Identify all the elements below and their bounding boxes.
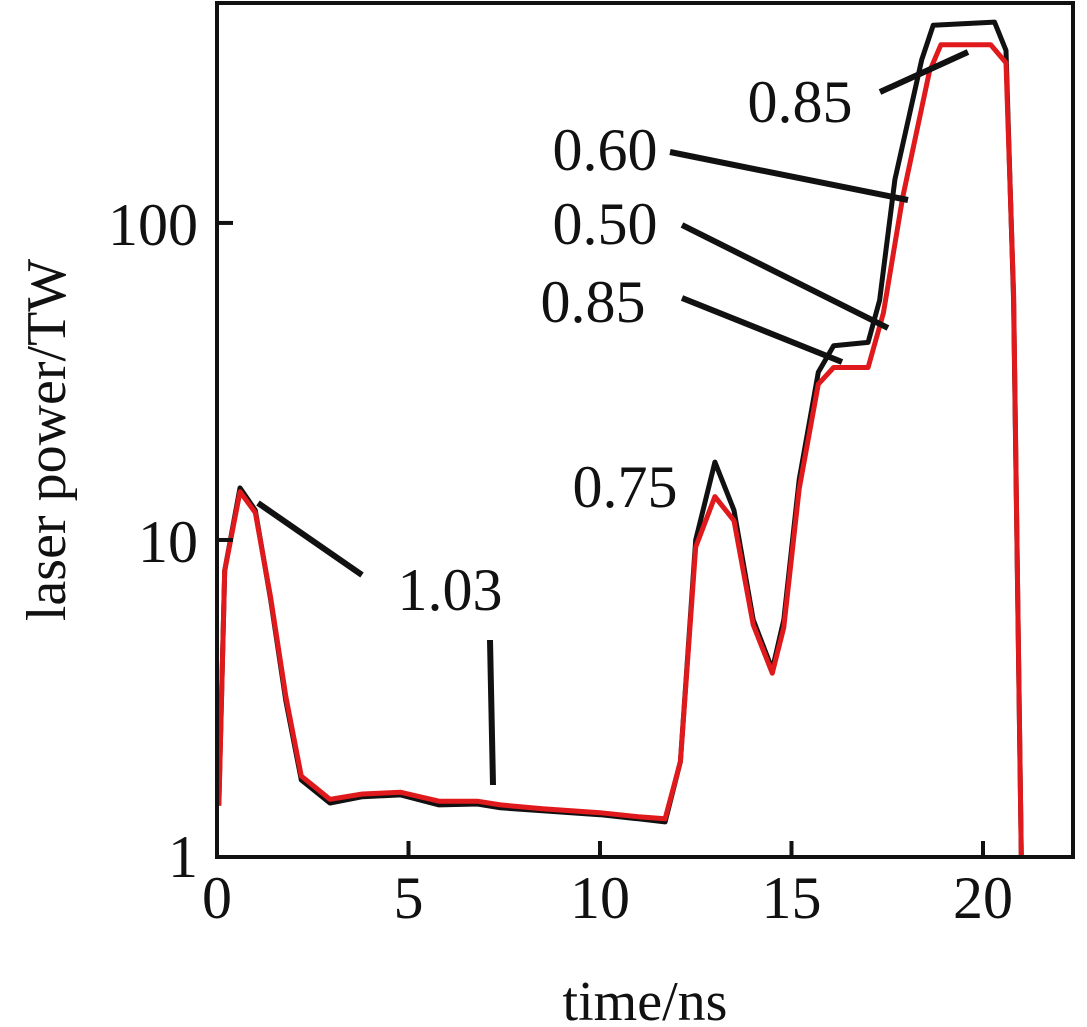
plot-frame: [215, 1, 1075, 859]
annotation-label: 0.75: [573, 454, 678, 520]
y-tick-label: 1: [168, 824, 198, 890]
x-tick-label: 15: [761, 865, 821, 931]
x-tick-label: 5: [393, 865, 423, 931]
annotation-leader-line: [878, 49, 970, 95]
y-tick-label: 10: [138, 509, 198, 575]
annotation-label: 0.85: [748, 69, 853, 135]
annotation-leader-line: [669, 149, 909, 203]
x-tick-label: 20: [953, 865, 1013, 931]
annotation-leader-line: [487, 639, 496, 786]
y-axis-label: laser power/TW: [16, 259, 78, 621]
annotation-leader-line: [680, 222, 890, 331]
red-series-line: [216, 42, 1024, 858]
x-axis-label: time/ns: [563, 971, 728, 1027]
x-tick-label: 10: [570, 865, 630, 931]
annotation-label: 0.60: [553, 117, 658, 183]
annotation-label: 1.03: [398, 557, 503, 623]
annotation-label: 0.50: [553, 191, 658, 257]
annotation-leader-line: [256, 500, 364, 578]
annotation-leader-line: [680, 295, 844, 365]
annotation-label: 0.85: [541, 269, 646, 335]
x-tick-label: 0: [202, 865, 232, 931]
y-tick-label: 100: [108, 192, 198, 258]
